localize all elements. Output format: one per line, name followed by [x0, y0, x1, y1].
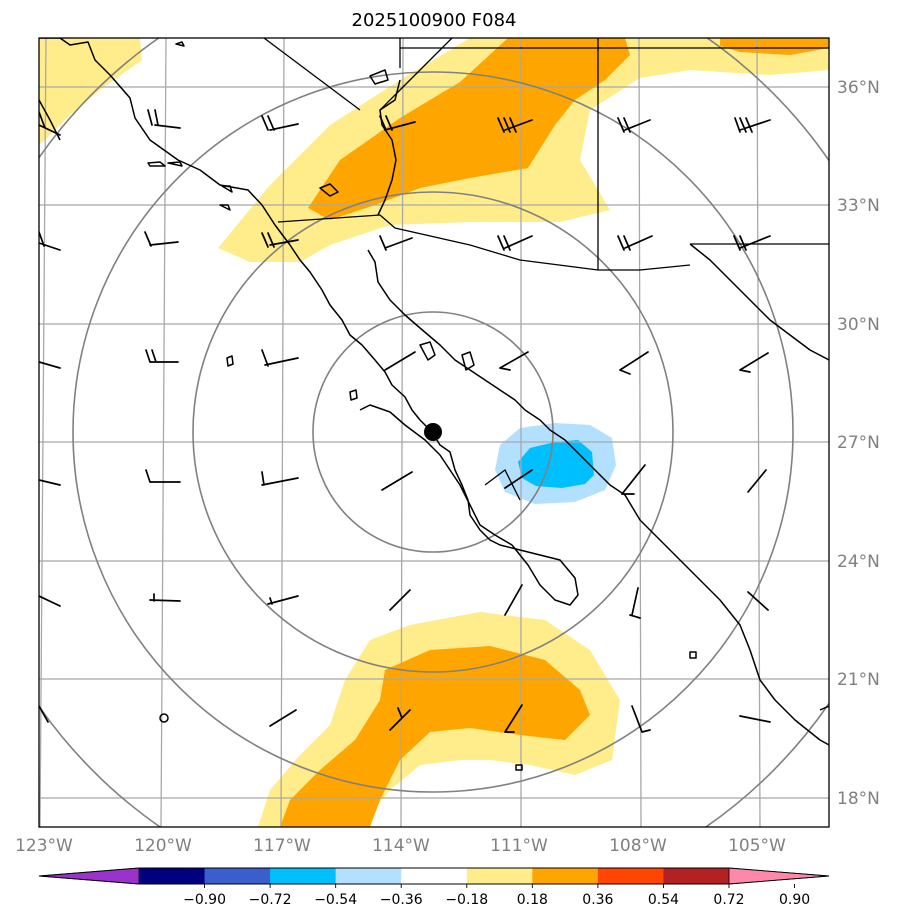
- figure-title: 2025100900 F084: [352, 10, 517, 31]
- longitude-labels: 123°W 120°W 117°W 114°W 111°W 108°W 105°…: [15, 836, 786, 856]
- colorbar-outline: [38, 867, 830, 885]
- wind-barb: [617, 235, 653, 251]
- colorbar-segment: [401, 868, 468, 884]
- wind-barb: [149, 593, 181, 602]
- lon-label: 105°W: [728, 836, 786, 856]
- wind-barb: [497, 117, 533, 133]
- colorbar-segment: [204, 868, 271, 884]
- wind-barb: [631, 705, 651, 733]
- wind-barb: [39, 111, 61, 136]
- shaded-field: [39, 38, 829, 827]
- wind-barb: [39, 361, 61, 369]
- colorbar-tick-label: 0.18: [517, 892, 548, 908]
- colorbar-segment: [663, 868, 730, 884]
- wind-barb: [145, 469, 181, 483]
- lat-label: 30°N: [837, 315, 880, 335]
- wind-barb: [734, 117, 771, 133]
- lon-label: 123°W: [15, 836, 73, 856]
- wind-barb: [747, 591, 769, 611]
- colorbar-tick-label: −0.54: [314, 892, 357, 908]
- colorbar-extend-low: [38, 867, 140, 885]
- wind-barb: [145, 349, 179, 363]
- wind-barb: [39, 705, 49, 723]
- wind-barb: [381, 471, 413, 491]
- lat-label: 24°N: [837, 552, 880, 572]
- colorbar: −0.90 −0.72 −0.54 −0.36 −0.18 0.18 0.36 0.54 0.7…: [38, 867, 830, 908]
- wind-barb: [267, 595, 299, 605]
- wind-barb: [384, 351, 416, 371]
- wind-barb: [739, 715, 771, 723]
- colorbar-segment: [139, 868, 205, 884]
- colorbar-tick-label: 0.36: [582, 892, 613, 908]
- wind-barbs: [39, 109, 771, 733]
- wind-barb: [269, 709, 297, 727]
- lon-label: 117°W: [253, 836, 311, 856]
- wind-barb: [504, 704, 523, 733]
- colorbar-tick-label: 0.54: [648, 892, 679, 908]
- wind-barb: [261, 349, 299, 367]
- lon-label: 111°W: [490, 836, 548, 856]
- wind-barb: [379, 235, 413, 251]
- wind-barb: [504, 584, 523, 616]
- colorbar-extend-high: [728, 867, 830, 885]
- lat-label: 36°N: [837, 78, 880, 98]
- wind-barb: [629, 587, 641, 619]
- colorbar-tick-label: −0.90: [183, 892, 226, 908]
- lat-label: 21°N: [837, 670, 880, 690]
- colorbar-tick-label: −0.36: [380, 892, 423, 908]
- wind-barb: [39, 231, 61, 251]
- wind-barb: [389, 707, 411, 731]
- wind-barb: [747, 469, 767, 493]
- colorbar-segment: [335, 868, 402, 884]
- wind-barb: [497, 235, 533, 251]
- wind-barb: [144, 231, 179, 247]
- colorbar-segment: [597, 868, 664, 884]
- wind-barb: [261, 471, 299, 486]
- lon-label: 114°W: [372, 836, 430, 856]
- map-frame: [38, 37, 830, 828]
- wind-barb: [261, 115, 299, 131]
- wind-barb: [499, 351, 529, 371]
- lat-label: 33°N: [837, 196, 880, 216]
- wind-barb: [39, 479, 61, 486]
- wind-barb: [147, 109, 181, 129]
- wind-barb: [504, 469, 533, 489]
- wind-barb: [39, 595, 61, 607]
- lat-label: 18°N: [837, 789, 880, 809]
- wind-barb: [261, 232, 299, 248]
- lon-label: 120°W: [134, 836, 192, 856]
- wind-barb: [617, 117, 651, 133]
- lon-label: 108°W: [609, 836, 667, 856]
- lat-label: 27°N: [837, 433, 880, 453]
- colorbar-segment: [270, 868, 337, 884]
- wind-barb: [389, 589, 411, 611]
- wind-barb: [621, 464, 646, 495]
- wind-barb: [733, 235, 771, 251]
- wind-barb: [619, 351, 649, 375]
- latitude-labels: 36°N 33°N 30°N 27°N 24°N 21°N 18°N: [837, 78, 880, 809]
- graticule: [39, 38, 829, 827]
- colorbar-segment: [532, 868, 599, 884]
- colorbar-tick-label: −0.18: [445, 892, 488, 908]
- storm-center-dot: [424, 423, 442, 441]
- colorbar-tick-label: 0.90: [779, 892, 810, 908]
- wind-barb: [379, 115, 416, 131]
- colorbar-segment: [466, 868, 533, 884]
- colorbar-tick-label: −0.72: [249, 892, 292, 908]
- political-borders: [263, 38, 829, 501]
- colorbar-tick-label: 0.72: [713, 892, 744, 908]
- wind-barb: [739, 352, 769, 373]
